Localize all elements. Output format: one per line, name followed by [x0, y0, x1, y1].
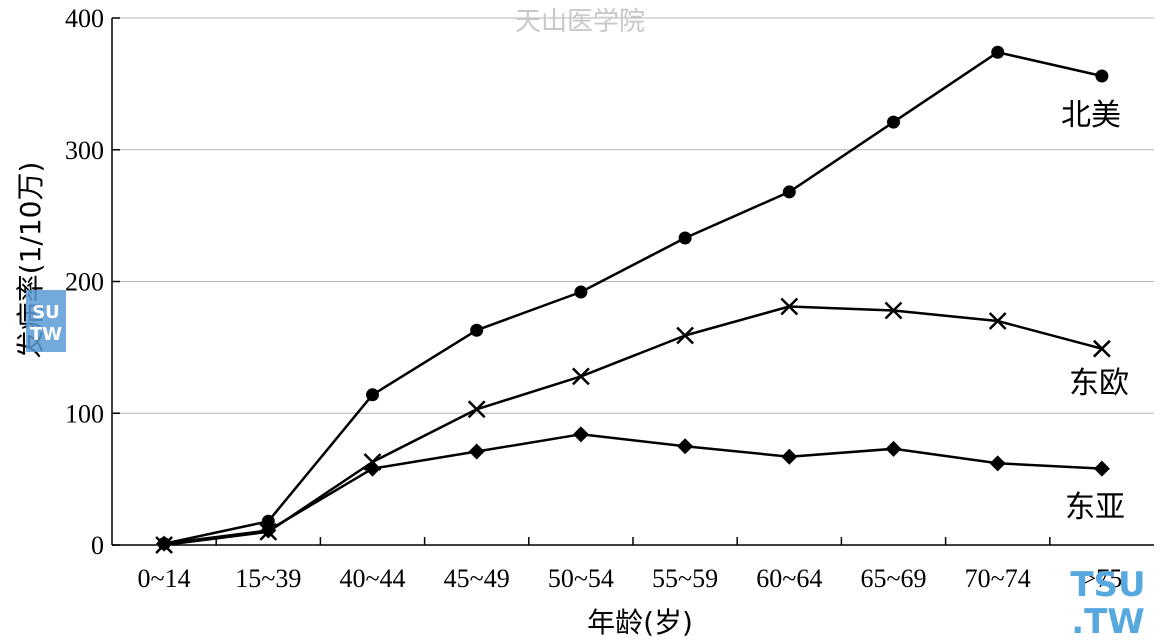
y-tick-label: 0 — [91, 531, 104, 560]
x-tick-label: 50~54 — [548, 564, 614, 593]
data-point — [1093, 460, 1110, 477]
x-tick-label: >75 — [1082, 564, 1123, 593]
data-point — [988, 312, 1007, 330]
series-label: 北美 — [1061, 98, 1121, 133]
x-tick-label: 70~74 — [965, 564, 1031, 593]
watermark-right-line1: TSU — [1070, 565, 1145, 605]
x-axis-title: 年龄(岁) — [587, 606, 693, 639]
data-point — [676, 326, 694, 345]
data-point — [156, 535, 173, 552]
y-tick-label: 300 — [65, 136, 104, 165]
x-tick-labels: 0~14 15~39 40~44 45~49 50~54 55~59 60~64 65~69 7… — [138, 564, 1123, 593]
series-line — [163, 433, 1102, 545]
watermark-left-logo: SU TW — [26, 290, 66, 352]
series-0 — [157, 45, 1109, 551]
data-point — [467, 400, 486, 419]
data-point — [260, 522, 277, 539]
data-point — [574, 285, 588, 299]
x-tick-label: 40~44 — [339, 564, 405, 593]
y-tick-label: 200 — [65, 268, 104, 297]
data-point — [885, 440, 902, 457]
data-point — [572, 426, 589, 443]
data-point — [470, 323, 484, 337]
data-point — [677, 438, 694, 455]
series-label: 东欧 — [1069, 366, 1129, 401]
data-point — [468, 443, 485, 460]
series-line — [163, 51, 1103, 545]
x-tick-label: 15~39 — [235, 564, 301, 593]
data-point — [989, 455, 1006, 472]
data-point — [572, 367, 590, 386]
x-tick-label: 0~14 — [138, 564, 191, 593]
data-point — [991, 45, 1005, 59]
data-point — [884, 301, 903, 320]
data-point — [782, 185, 796, 199]
watermark-left-line1: SU — [32, 302, 60, 323]
data-point — [366, 388, 379, 402]
watermark-right-logo: TSU .TW — [1070, 565, 1145, 642]
series-label: 东亚 — [1065, 490, 1125, 525]
data-point — [780, 297, 799, 316]
series-2 — [156, 426, 1110, 552]
x-tick-label: 55~59 — [652, 564, 718, 593]
data-point — [1095, 69, 1109, 83]
data-point — [261, 514, 275, 528]
data-point — [678, 231, 692, 245]
series-1 — [155, 297, 1111, 554]
y-tick-label: 100 — [65, 399, 104, 428]
x-tick-label: 60~64 — [756, 564, 822, 593]
data-point — [887, 115, 900, 129]
data-point — [781, 448, 798, 465]
data-point — [1093, 339, 1111, 358]
y-tick-label: 400 — [65, 4, 104, 33]
grid-lines — [112, 17, 1154, 414]
x-tick-label: 45~49 — [444, 564, 510, 593]
x-tick-label: 65~69 — [860, 564, 926, 593]
axes — [111, 17, 1154, 546]
watermark-right-line2: .TW — [1071, 602, 1145, 642]
series-line — [163, 305, 1103, 547]
data-point — [364, 460, 381, 477]
watermark-left-line2: TW — [30, 324, 62, 345]
watermark-top: 天山医学院 — [515, 7, 645, 37]
y-tick-labels: 0 100 200 300 400 — [65, 4, 104, 560]
